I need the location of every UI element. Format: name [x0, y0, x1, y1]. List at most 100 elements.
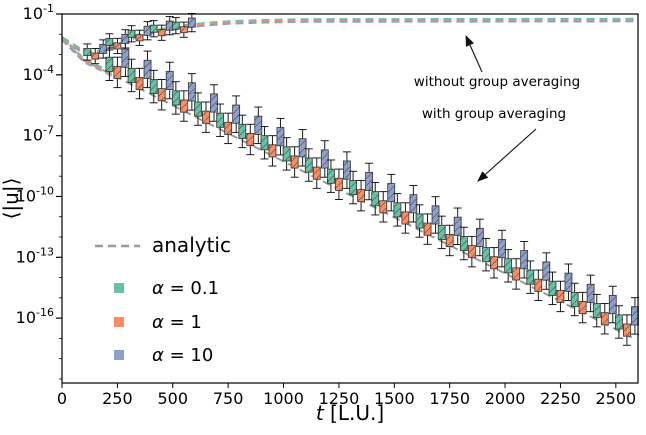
box-alpha01 — [282, 146, 291, 162]
x-tick-label: 1000 — [263, 389, 304, 408]
box-alpha1 — [113, 42, 122, 50]
box-alpha1 — [623, 323, 631, 337]
box-alpha1 — [290, 155, 299, 169]
box-alpha01 — [105, 56, 114, 72]
box-alpha1 — [445, 233, 454, 247]
x-axis-label: t [L.U.] — [316, 401, 384, 425]
box-alpha1 — [357, 189, 365, 203]
box-alpha10 — [121, 33, 130, 44]
box-alpha10 — [165, 70, 174, 91]
box-cluster — [526, 252, 551, 301]
box-alpha1 — [202, 110, 210, 124]
box-alpha10 — [121, 48, 130, 68]
box-alpha10 — [99, 44, 108, 54]
box-alpha01 — [570, 291, 579, 307]
box-alpha1 — [312, 166, 321, 180]
box-alpha01 — [437, 224, 446, 240]
box-cluster — [482, 229, 506, 279]
box-alpha1 — [91, 52, 100, 60]
box-alpha1 — [401, 211, 410, 225]
box-alpha1 — [534, 278, 543, 292]
legend-label: α = 10 — [152, 345, 213, 366]
box-alpha10 — [254, 115, 263, 135]
box-cluster — [393, 185, 418, 234]
box-alpha10 — [343, 160, 351, 180]
annotation-text: without group averaging — [414, 74, 580, 90]
box-alpha10 — [298, 138, 307, 158]
box-cluster — [548, 263, 573, 313]
y-tick-label: 10-13 — [16, 245, 54, 266]
box-alpha10 — [187, 17, 196, 28]
y-tick-label: 10-7 — [23, 124, 54, 145]
box-cluster — [504, 240, 529, 290]
box-alpha01 — [548, 280, 557, 296]
legend-square-1 — [114, 283, 124, 293]
box-cluster — [437, 207, 462, 257]
plot-area — [61, 12, 639, 346]
box-cluster — [216, 95, 241, 145]
box-cluster — [171, 73, 196, 122]
x-tick-label: 750 — [213, 389, 244, 408]
box-alpha01 — [260, 135, 269, 151]
box-alpha10 — [453, 216, 462, 236]
box-alpha1 — [179, 26, 188, 34]
box-alpha1 — [556, 289, 565, 303]
box-alpha1 — [379, 200, 388, 214]
upper-line-alpha1 — [61, 19, 639, 55]
x-tick-label: 500 — [157, 389, 188, 408]
box-alpha01 — [504, 258, 513, 274]
y-axis-label: ⟨|u|⟩ — [0, 178, 23, 220]
axes-frame — [61, 13, 639, 384]
box-cluster — [415, 196, 440, 245]
box-alpha1 — [600, 312, 609, 326]
x-tick-label: 2500 — [595, 389, 636, 408]
x-tick-label: 1750 — [429, 389, 470, 408]
box-alpha1 — [467, 245, 476, 259]
box-alpha01 — [349, 180, 357, 196]
box-alpha1 — [512, 267, 521, 281]
box-cluster — [105, 29, 130, 55]
box-alpha01 — [83, 48, 92, 56]
box-alpha01 — [304, 157, 313, 173]
box-cluster — [238, 106, 263, 156]
box-alpha01 — [615, 314, 623, 330]
box-alpha1 — [268, 144, 277, 158]
box-alpha10 — [187, 82, 196, 102]
box-cluster — [304, 140, 329, 189]
box-alpha01 — [415, 213, 424, 229]
annotation-arrow — [477, 128, 537, 182]
annotation-text: with group averaging — [422, 106, 566, 122]
annotation-arrow — [465, 34, 483, 73]
legend-label: α = 1 — [152, 312, 202, 333]
box-alpha10 — [365, 171, 373, 191]
box-cluster — [349, 162, 374, 212]
box-alpha1 — [179, 99, 188, 113]
y-tick-label: 10-4 — [23, 63, 54, 84]
box-cluster — [326, 151, 351, 201]
y-tick-label: 10-10 — [16, 184, 54, 205]
box-alpha10 — [475, 227, 484, 247]
box-alpha10 — [542, 261, 551, 281]
box-alpha10 — [320, 149, 329, 169]
box-cluster — [459, 218, 484, 268]
x-tick-label: 0 — [57, 389, 67, 408]
box-alpha01 — [592, 303, 601, 319]
box-alpha10 — [586, 283, 595, 303]
box-alpha01 — [216, 112, 225, 128]
box-cluster — [127, 21, 152, 46]
box-cluster — [127, 50, 152, 100]
box-alpha10 — [143, 59, 152, 79]
box-alpha1 — [246, 133, 255, 146]
box-cluster — [371, 173, 396, 223]
box-alpha10 — [276, 127, 285, 147]
lower-line-alpha10 — [61, 39, 118, 80]
box-cluster — [171, 12, 196, 38]
box-alpha10 — [387, 183, 396, 203]
box-alpha01 — [127, 67, 136, 83]
legend-square-2 — [114, 317, 124, 327]
box-alpha1 — [578, 301, 587, 315]
box-alpha01 — [482, 247, 490, 263]
box-alpha10 — [409, 194, 418, 214]
